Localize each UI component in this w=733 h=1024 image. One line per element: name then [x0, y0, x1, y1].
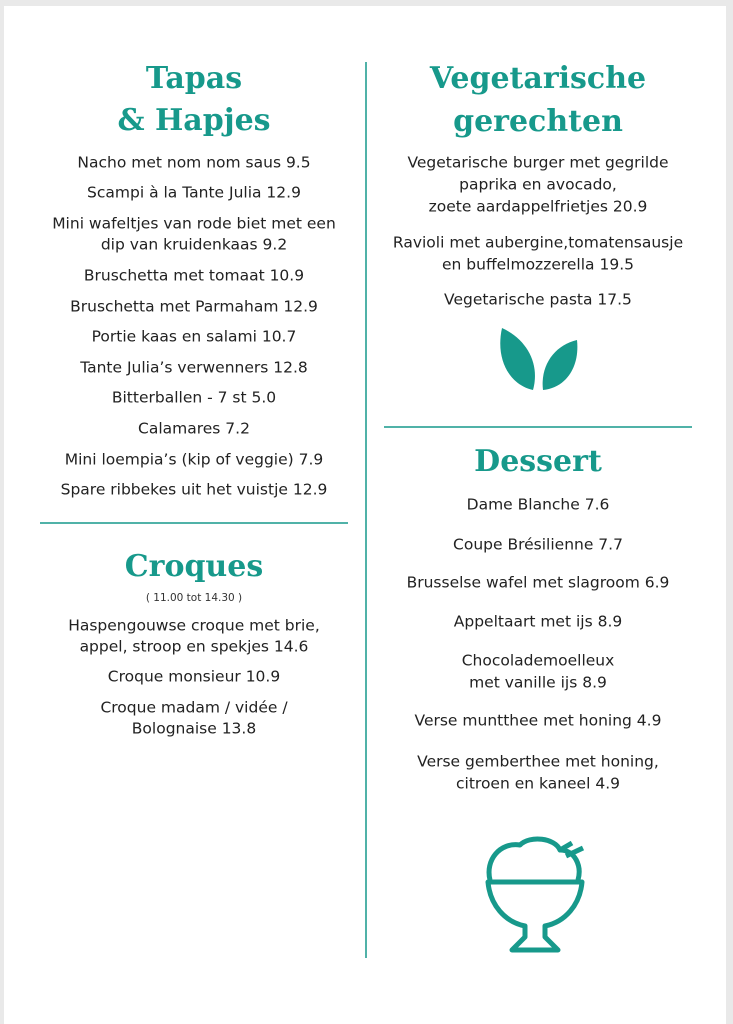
menu-item: Dame Blanche 7.6	[467, 496, 610, 514]
menu-item: Verse muntthee met honing 4.9	[415, 712, 662, 730]
menu-item: Scampi à la Tante Julia 12.9	[87, 184, 301, 202]
menu-item: Bitterballen - 7 st 5.0	[112, 389, 276, 407]
section-note: ( 11.00 tot 14.30 )	[146, 592, 242, 604]
menu-item: Vegetarische burger met gegrilde	[407, 154, 668, 172]
menu-item: Coupe Brésilienne 7.7	[453, 536, 623, 554]
menu-item: en buffelmozzerella 19.5	[442, 256, 634, 274]
menu-item: Haspengouwse croque met brie,	[68, 617, 320, 635]
menu-item: Verse gemberthee met honing,	[417, 753, 659, 771]
menu-item: Ravioli met aubergine,tomatensausje	[393, 234, 683, 252]
menu-item: Chocolademoelleux	[462, 652, 615, 670]
menu-item: Portie kaas en salami 10.7	[92, 328, 297, 346]
menu-item: Brusselse wafel met slagroom 6.9	[407, 574, 670, 592]
section-title: & Hapjes	[117, 103, 270, 138]
ice-cream-icon	[485, 836, 585, 953]
menu-item: Tante Julia’s verwenners 12.8	[79, 359, 308, 377]
menu-item: paprika en avocado,	[459, 176, 617, 194]
section-title: Tapas	[146, 61, 242, 96]
menu-item: Vegetarische pasta 17.5	[444, 291, 632, 309]
menu-item: Bruschetta met tomaat 10.9	[84, 267, 304, 285]
menu-item: met vanille ijs 8.9	[469, 674, 607, 692]
menu-item: citroen en kaneel 4.9	[456, 775, 620, 793]
menu-item: appel, stroop en spekjes 14.6	[80, 638, 309, 656]
section-title: Croques	[125, 549, 263, 584]
leaf-icon	[500, 328, 578, 390]
menu-item: Nacho met nom nom saus 9.5	[77, 154, 310, 172]
menu-item: Bruschetta met Parmaham 12.9	[70, 298, 318, 316]
menu-item: zoete aardappelfrietjes 20.9	[429, 198, 648, 216]
section-title: gerechten	[453, 104, 623, 139]
menu-item: Mini loempia’s (kip of veggie) 7.9	[65, 451, 324, 469]
paper	[4, 6, 726, 1024]
section-title: Vegetarische	[429, 61, 646, 96]
menu-item: Bolognaise 13.8	[132, 720, 256, 738]
menu-item: dip van kruidenkaas 9.2	[101, 236, 287, 254]
section-title: Dessert	[474, 444, 602, 479]
menu-item: Croque monsieur 10.9	[108, 668, 280, 686]
menu-item: Appeltaart met ijs 8.9	[454, 613, 622, 631]
menu-item: Calamares 7.2	[138, 420, 250, 438]
menu-item: Mini wafeltjes van rode biet met een	[52, 215, 336, 233]
menu-item: Croque madam / vidée /	[100, 699, 288, 717]
menu-item: Spare ribbekes uit het vuistje 12.9	[61, 481, 328, 499]
